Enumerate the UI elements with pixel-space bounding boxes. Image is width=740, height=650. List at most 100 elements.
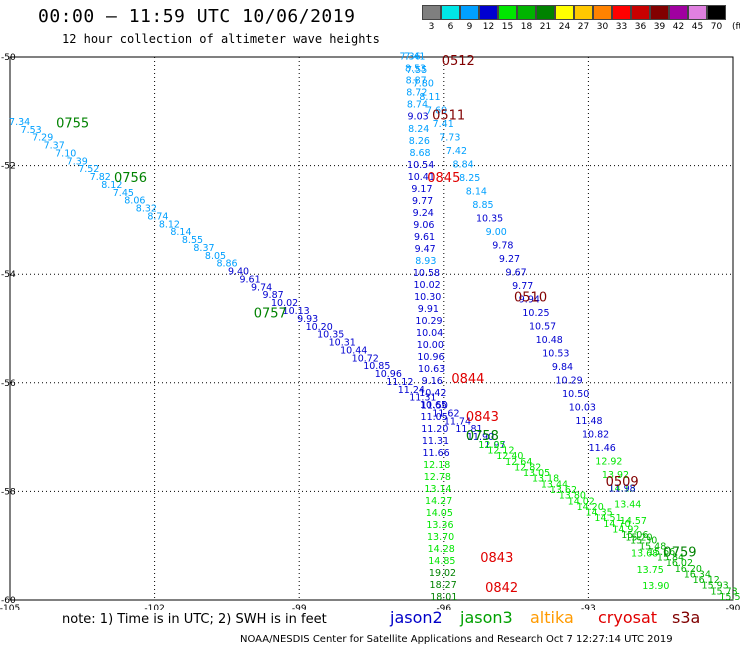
swh-value-label: 10.13	[283, 306, 310, 317]
swh-value-label: 9.03	[408, 112, 429, 123]
swh-value-label: 9.84	[552, 362, 573, 373]
swh-value-label: 9.17	[411, 184, 432, 195]
legend-label: 45	[691, 22, 704, 32]
legend-label: 27	[577, 22, 590, 32]
swh-value-label: 12.40	[496, 451, 523, 462]
swh-value-label: 8.74	[407, 100, 428, 111]
swh-value-label: 8.24	[408, 124, 429, 135]
swh-value-label: 8.12	[159, 219, 180, 230]
pass-time-label: 0844	[451, 372, 484, 387]
swh-value-label: 11.66	[422, 448, 449, 459]
swh-value-label: 11.81	[455, 424, 482, 435]
y-tick-label: -52	[1, 162, 16, 172]
satellite-altika: altika	[530, 608, 574, 627]
swh-value-label: 14.27	[425, 496, 452, 507]
swh-value-label: 7.41	[433, 119, 454, 130]
swh-value-label: 14.05	[426, 508, 453, 519]
swh-value-label: 8.55	[182, 235, 203, 246]
swh-value-label: 12.64	[505, 457, 532, 468]
swh-value-label: 13.70	[427, 532, 454, 543]
swh-value-label: 10.03	[569, 402, 596, 413]
legend-label: 24	[558, 22, 571, 32]
legend-label: 6	[447, 22, 454, 32]
swh-value-label: 14.13	[609, 483, 636, 494]
x-tick-label: -105	[0, 604, 20, 610]
swh-value-label: 7.42	[446, 146, 467, 157]
swh-value-label: 8.37	[193, 243, 214, 254]
swh-value-label: 13.44	[541, 479, 568, 490]
swh-value-label: 13.90	[642, 581, 669, 592]
swh-value-label: 7.55	[406, 65, 427, 76]
swh-value-label: 8.93	[415, 256, 436, 267]
swh-value-label: 11.46	[589, 443, 616, 454]
swh-value-label: 15.84	[657, 553, 684, 564]
swh-value-label: 8.86	[216, 259, 237, 270]
swh-value-label: 10.30	[414, 292, 441, 303]
swh-value-label: 8.53	[405, 64, 426, 75]
swh-value-label: 10.41	[408, 172, 435, 183]
swh-value-label: 13.05	[523, 468, 550, 479]
swh-value-label: 16.02	[666, 558, 693, 569]
swh-value-label: 7.52	[78, 164, 99, 175]
swh-value-label: 15.50	[719, 592, 740, 603]
x-tick-label: -99	[292, 604, 307, 610]
swh-value-label: 10.42	[419, 388, 446, 399]
pass-time-label: 0510	[514, 290, 547, 305]
pass-time-label: 0758	[466, 429, 499, 444]
swh-value-label: 10.25	[522, 308, 549, 319]
pass-time-label: 0845	[427, 171, 460, 186]
y-tick-label: -56	[1, 379, 16, 389]
legend-swatch	[517, 5, 536, 20]
pass-time-label: 0757	[254, 307, 287, 322]
swh-value-label: 11.98	[609, 483, 636, 494]
swh-value-label: 10.57	[529, 322, 556, 333]
swh-value-label: 14.35	[586, 508, 613, 519]
swh-value-label: 10.65	[420, 400, 447, 411]
legend-label: 9	[466, 22, 473, 32]
swh-value-label: 10.02	[271, 298, 298, 309]
pass-time-label: 0759	[663, 546, 696, 561]
y-tick-label: -54	[1, 270, 16, 280]
swh-value-label: 10.58	[413, 268, 440, 279]
satellite-jason2: jason2	[390, 608, 443, 627]
swh-value-label: 13.36	[426, 520, 453, 531]
legend-swatch	[441, 5, 460, 20]
swh-value-label: 8.14	[466, 187, 487, 198]
legend-label: 39	[653, 22, 666, 32]
wave-height-map: -105 -102 -99 -96 -93 -90 -50 -52 -54 -56 -58 -60 7.…	[0, 52, 740, 610]
swh-value-label: 13.68	[631, 549, 658, 560]
pass-time-label: 0842	[485, 581, 518, 596]
swh-value-label: 14.20	[577, 502, 604, 513]
swh-value-label: 14.57	[620, 516, 647, 527]
legend-label: 33	[615, 22, 628, 32]
swh-value-label: 9.94	[519, 295, 540, 306]
swh-value-label: 15.20	[625, 532, 652, 543]
swh-value-label: 9.27	[499, 254, 520, 265]
swh-value-label: 9.91	[418, 304, 439, 315]
swh-value-label: 14.92	[612, 524, 639, 535]
swh-value-label: 10.20	[306, 322, 333, 333]
swh-value-label: 7.82	[90, 172, 111, 183]
swh-value-label: 15.48	[639, 541, 666, 552]
swh-value-label: 10.50	[562, 389, 589, 400]
swh-value-label: 7.80	[413, 79, 434, 90]
swh-value-label: 11.24	[398, 385, 425, 396]
pass-time-label: 0756	[114, 171, 147, 186]
swh-value-label: 16.12	[693, 575, 720, 586]
swh-value-label: 7.10	[55, 148, 76, 159]
swh-value-label: 13.75	[637, 565, 664, 576]
swh-value-label: 9.87	[263, 290, 284, 301]
legend-swatch	[612, 5, 631, 20]
credit-line: NOAA/NESDIS Center for Satellite Applica…	[240, 634, 673, 645]
pass-time-label: 0509	[606, 475, 639, 490]
swh-value-label: 8.05	[205, 251, 226, 262]
swh-value-label: 10.35	[476, 214, 503, 225]
legend-label: 70	[710, 22, 723, 32]
pass-time-label: 0843	[466, 410, 499, 425]
swh-value-label: 13.44	[614, 500, 641, 511]
swh-value-label: 15.06	[621, 530, 648, 541]
legend-swatch	[688, 5, 707, 20]
swh-value-label: 9.77	[412, 196, 433, 207]
swh-value-label: 10.54	[407, 160, 434, 171]
swh-value-label: 14.02	[568, 496, 595, 507]
